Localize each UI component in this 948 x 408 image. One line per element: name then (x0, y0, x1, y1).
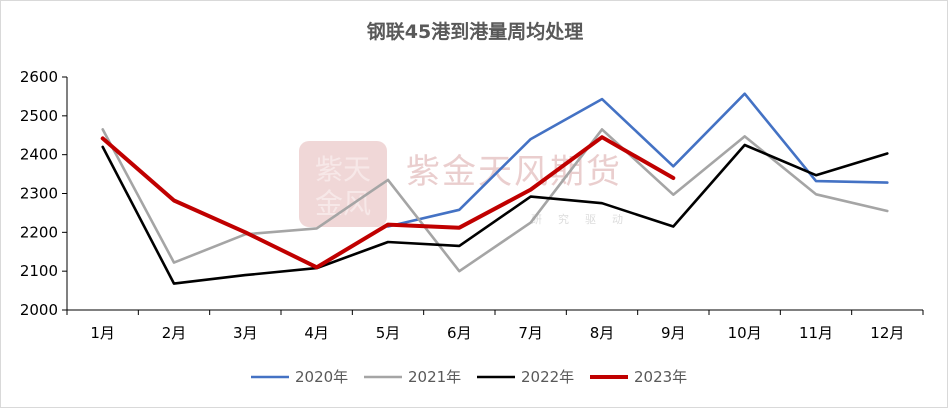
x-tick-label: 10月 (728, 324, 762, 342)
legend-label: 2020年 (295, 368, 348, 386)
watermark: 紫天 金风 紫金天风期货 研究驱动 (299, 141, 639, 227)
x-tick-label: 9月 (661, 324, 686, 342)
legend-label: 2022年 (521, 368, 574, 386)
series-line-2023年 (100, 135, 676, 270)
axes: 2000 2100 2200 2300 2400 2500 2600 1月 2月 3月 4月 5月 6月… (20, 68, 924, 342)
chart-title: 钢联45港到港量周均处理 (367, 20, 583, 43)
watermark-logo-text: 紫天 (315, 153, 371, 186)
watermark-company: 紫金天风期货 (406, 152, 622, 192)
series-line-2022年 (101, 143, 889, 285)
y-tick-label: 2200 (20, 223, 58, 241)
watermark-logo (299, 141, 387, 227)
series-line-2021年 (101, 128, 889, 273)
legend-label: 2021年 (408, 368, 461, 386)
series-line-2020年 (386, 92, 889, 228)
watermark-slogan: 研究驱动 (531, 212, 639, 226)
x-tick-label: 8月 (590, 324, 615, 342)
x-tick-label: 3月 (233, 324, 258, 342)
y-tick-label: 2500 (20, 107, 58, 125)
x-tick-label: 7月 (518, 324, 543, 342)
y-tick-label: 2600 (20, 68, 58, 86)
x-tick-label: 6月 (447, 324, 472, 342)
y-tick-label: 2000 (20, 301, 58, 319)
watermark-logo-text-2: 金风 (315, 187, 371, 220)
legend: 2020年 2021年 2022年 2023年 (251, 368, 687, 386)
x-tick-label: 1月 (90, 324, 115, 342)
x-tick-label: 11月 (799, 324, 833, 342)
legend-label: 2023年 (634, 368, 687, 386)
series-lines (100, 92, 889, 285)
y-tick-label: 2100 (20, 262, 58, 280)
x-tick-label: 12月 (870, 324, 904, 342)
y-tick-label: 2300 (20, 185, 58, 203)
x-tick-label: 5月 (376, 324, 401, 342)
x-tick-label: 4月 (304, 324, 329, 342)
x-tick-label: 2月 (162, 324, 187, 342)
y-tick-label: 2400 (20, 146, 58, 164)
